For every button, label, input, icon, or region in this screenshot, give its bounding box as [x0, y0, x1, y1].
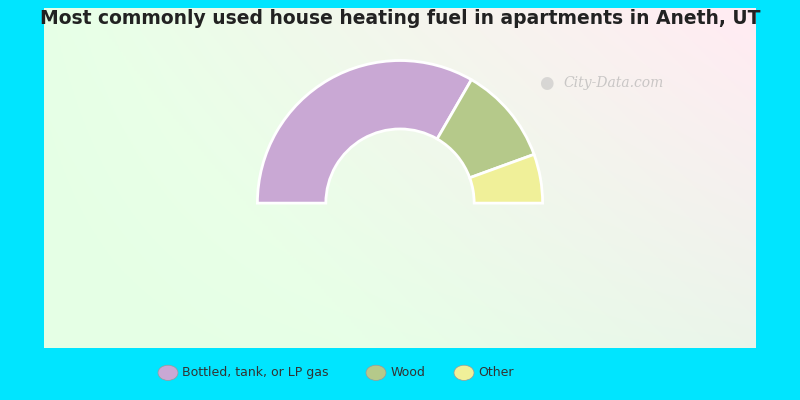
- Text: ●: ●: [538, 74, 554, 92]
- Text: City-Data.com: City-Data.com: [563, 76, 664, 90]
- Text: Bottled, tank, or LP gas: Bottled, tank, or LP gas: [182, 366, 329, 379]
- Text: Other: Other: [478, 366, 514, 379]
- Text: Most commonly used house heating fuel in apartments in Aneth, UT: Most commonly used house heating fuel in…: [40, 8, 760, 28]
- Wedge shape: [437, 80, 534, 178]
- Wedge shape: [258, 60, 471, 203]
- Wedge shape: [470, 154, 542, 203]
- Text: Wood: Wood: [390, 366, 426, 379]
